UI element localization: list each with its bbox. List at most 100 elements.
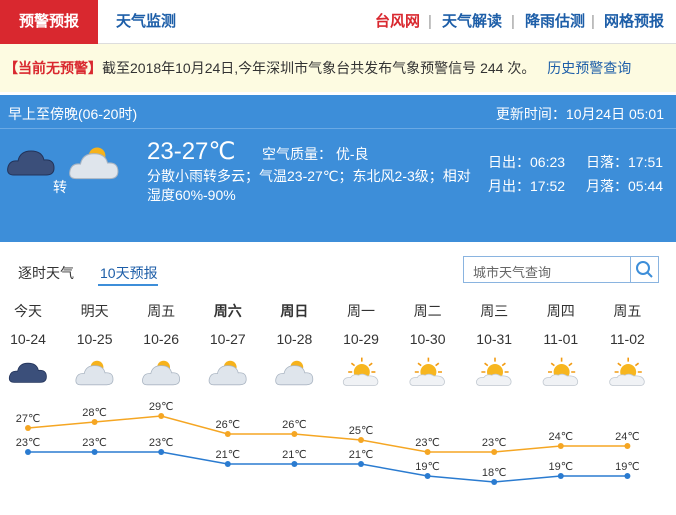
period: 早上至傍晚(06-20时)	[8, 106, 138, 122]
low-label: 21℃	[349, 449, 374, 461]
high-point	[557, 443, 564, 449]
high-point	[158, 413, 165, 419]
day-label: 周六	[214, 303, 242, 319]
low-point	[91, 449, 98, 455]
weather-icon	[75, 360, 114, 386]
updated: 更新时间：10月24日 05:01	[495, 106, 664, 122]
day-label: 今天	[14, 303, 42, 319]
high-point	[491, 449, 498, 455]
alert-text: 截至2018年10月24日,今年深圳市气象台共发布气象预警信号 244 次。	[102, 60, 536, 76]
date-label: 10-28	[276, 331, 312, 347]
weather-icon	[275, 360, 314, 386]
date-label: 11-02	[610, 331, 645, 347]
alert-bar: 【当前无预警】截至2018年10月24日,今年深圳市气象台共发布气象预警信号 2…	[0, 44, 676, 92]
alert-badge: 【当前无预警】	[4, 60, 102, 76]
day-label: 周五	[613, 303, 641, 319]
divider	[630, 257, 631, 282]
weather-icon	[409, 356, 446, 387]
date-label: 10-27	[210, 331, 246, 347]
day-label: 周三	[480, 303, 508, 319]
nav-tab[interactable]: 天气监测	[116, 13, 177, 30]
low-point	[557, 473, 564, 479]
high-label: 26℃	[282, 419, 307, 431]
separator: |	[591, 13, 595, 30]
date-label: 10-24	[10, 331, 46, 347]
low-point	[224, 461, 231, 467]
high-point	[25, 425, 31, 431]
weather-icon	[8, 362, 47, 383]
nav-link[interactable]: 网格预报	[604, 13, 665, 30]
low-label: 23℃	[82, 437, 107, 449]
date-label: 10-29	[343, 331, 379, 347]
day-label: 明天	[81, 303, 109, 319]
temp-range: 23-27℃	[147, 138, 236, 165]
day-label: 周五	[147, 303, 175, 319]
day-label: 周二	[414, 303, 442, 319]
separator: |	[511, 13, 515, 30]
high-point	[424, 449, 431, 455]
air-quality: 空气质量： 优-良	[262, 146, 369, 162]
high-point	[358, 437, 364, 443]
weather-icon	[542, 356, 579, 387]
alert-link[interactable]: 历史预警查询	[547, 60, 632, 76]
turn: 转	[53, 179, 67, 195]
low-label: 18℃	[482, 467, 507, 479]
high-point	[224, 431, 231, 437]
low-label: 21℃	[282, 449, 307, 461]
low-line	[28, 451, 628, 483]
search-box[interactable]: 城市天气查询	[463, 256, 659, 283]
nav-link[interactable]: 台风网	[375, 13, 421, 30]
date-label: 10-25	[77, 331, 113, 347]
weather-icon	[608, 356, 646, 387]
high-label: 29℃	[149, 401, 174, 413]
high-label: 27℃	[16, 413, 41, 425]
divider	[0, 128, 676, 129]
separator: |	[428, 13, 432, 30]
low-point	[491, 479, 498, 485]
high-label: 23℃	[415, 437, 440, 449]
weather-icon	[7, 150, 55, 176]
high-point	[91, 419, 98, 425]
low-point	[158, 449, 165, 455]
tab-underline	[98, 284, 158, 286]
date-label: 10-31	[476, 331, 512, 347]
low-label: 23℃	[16, 437, 41, 449]
high-label: 26℃	[216, 419, 241, 431]
weather-icon	[69, 146, 119, 180]
current-panel: 早上至傍晚(06-20时) 更新时间：10月24日 05:01 23-27℃ 空…	[0, 95, 676, 242]
description: 分散小雨转多云；气温23-27℃；东北风2-3级；相对湿度60%-90%	[147, 168, 471, 203]
low-label: 19℃	[549, 461, 574, 473]
sunset: 日落：17:51	[586, 154, 664, 170]
low-point	[424, 473, 431, 479]
high-label: 24℃	[615, 431, 640, 443]
date-label: 10-30	[410, 331, 446, 347]
high-point	[624, 443, 631, 449]
high-label: 25℃	[349, 425, 374, 437]
sunrise: 日出：06:23	[488, 154, 566, 170]
weather-icon	[208, 360, 247, 386]
nav-link[interactable]: 降雨估测	[525, 13, 586, 30]
nav-bar	[0, 0, 676, 44]
day-label: 周四	[547, 303, 575, 319]
high-point	[291, 431, 298, 437]
low-point	[358, 461, 364, 467]
date-label: 11-01	[543, 331, 578, 347]
low-label: 21℃	[216, 449, 241, 461]
low-point	[624, 473, 631, 479]
low-label: 19℃	[615, 461, 640, 473]
day-label: 周日	[280, 303, 308, 319]
search-placeholder: 城市天气查询	[473, 265, 552, 280]
date-label: 10-26	[143, 331, 179, 347]
low-point	[25, 449, 31, 455]
high-label: 28℃	[82, 407, 107, 419]
forecast-tab[interactable]: 逐时天气	[18, 265, 74, 281]
nav-link[interactable]: 天气解读	[442, 13, 503, 30]
search-icon[interactable]	[636, 261, 653, 278]
weather-icon	[475, 356, 512, 387]
low-label: 19℃	[415, 461, 440, 473]
day-label: 周一	[347, 303, 375, 319]
forecast-tab[interactable]: 10天预报	[100, 265, 158, 281]
nav-tab[interactable]: 预警预报	[0, 0, 98, 44]
